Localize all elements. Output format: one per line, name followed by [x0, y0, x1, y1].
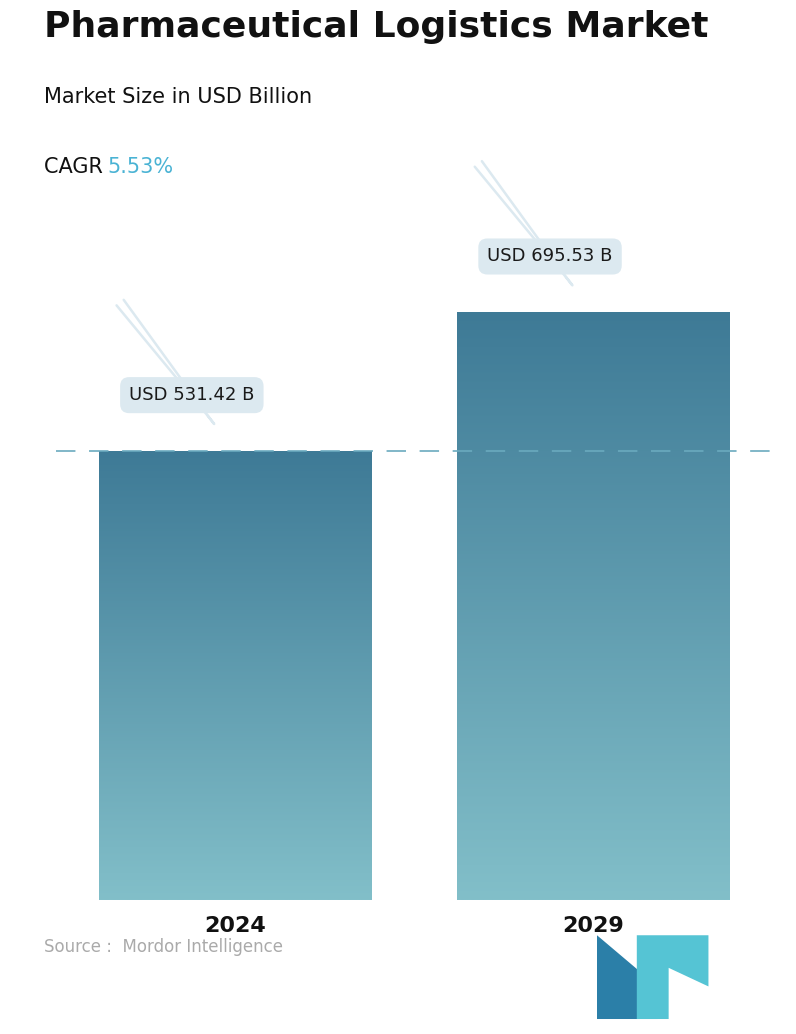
- Text: USD 695.53 B: USD 695.53 B: [474, 161, 613, 285]
- Text: Pharmaceutical Logistics Market: Pharmaceutical Logistics Market: [44, 10, 708, 44]
- Text: 5.53%: 5.53%: [107, 157, 174, 177]
- Text: Market Size in USD Billion: Market Size in USD Billion: [44, 87, 312, 107]
- Text: CAGR: CAGR: [44, 157, 109, 177]
- Text: Source :  Mordor Intelligence: Source : Mordor Intelligence: [44, 938, 283, 955]
- Text: USD 531.42 B: USD 531.42 B: [116, 300, 255, 424]
